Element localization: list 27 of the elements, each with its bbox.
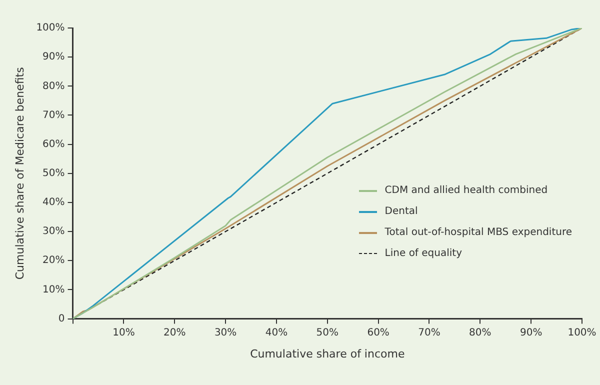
y-tick-label: 20% bbox=[42, 255, 65, 266]
x-tick-label: 20% bbox=[164, 327, 186, 338]
x-tick-label: 50% bbox=[316, 327, 339, 338]
x-tick-label: 70% bbox=[418, 327, 440, 338]
y-tick-label: 80% bbox=[42, 80, 65, 92]
y-tick-label: 60% bbox=[42, 138, 65, 150]
legend-label: Total out-of-hospital MBS expenditure bbox=[384, 227, 572, 238]
x-tick-label: 10% bbox=[112, 327, 135, 338]
x-tick-label: 90% bbox=[520, 327, 542, 338]
y-tick-label: 0 bbox=[58, 313, 65, 324]
x-tick-label: 100% bbox=[568, 327, 596, 338]
y-tick-label: 90% bbox=[42, 52, 65, 63]
legend-label: Line of equality bbox=[384, 248, 462, 259]
y-tick-label: 40% bbox=[42, 197, 65, 208]
x-axis-title: Cumulative share of income bbox=[250, 347, 405, 360]
x-tick-label: 40% bbox=[265, 327, 288, 338]
y-tick-label: 50% bbox=[42, 168, 65, 179]
x-tick-label: 60% bbox=[367, 327, 390, 338]
legend-label: CDM and allied health combined bbox=[384, 185, 548, 196]
y-tick-label: 100% bbox=[36, 22, 65, 34]
y-tick-label: 10% bbox=[42, 284, 65, 296]
y-tick-label: 70% bbox=[42, 110, 65, 121]
x-tick-label: 80% bbox=[469, 327, 492, 338]
y-axis-title: Cumulative share of Medicare benefits bbox=[13, 66, 26, 280]
y-tick-label: 30% bbox=[42, 226, 65, 238]
legend-label: Dental bbox=[384, 206, 418, 217]
x-tick-label: 30% bbox=[214, 327, 237, 338]
